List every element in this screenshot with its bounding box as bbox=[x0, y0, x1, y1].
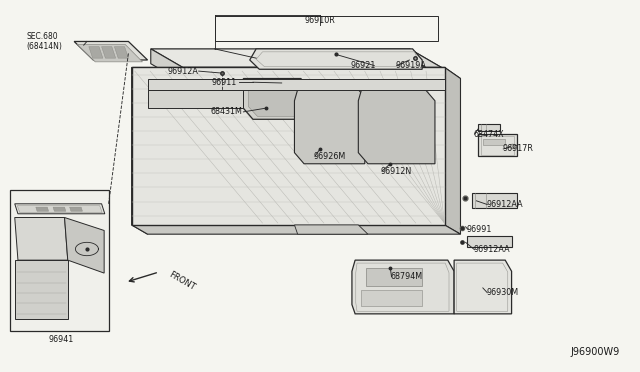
Polygon shape bbox=[17, 206, 102, 213]
Text: 96941: 96941 bbox=[49, 335, 74, 344]
Polygon shape bbox=[132, 225, 461, 234]
Polygon shape bbox=[115, 46, 129, 58]
Text: 96910R: 96910R bbox=[305, 16, 335, 25]
Polygon shape bbox=[445, 67, 461, 234]
Polygon shape bbox=[467, 236, 511, 247]
Polygon shape bbox=[15, 218, 68, 260]
Text: 96911: 96911 bbox=[212, 78, 237, 87]
Text: 96917R: 96917R bbox=[502, 144, 533, 153]
Text: 96912AA: 96912AA bbox=[473, 245, 510, 254]
Polygon shape bbox=[352, 260, 454, 314]
Polygon shape bbox=[74, 41, 148, 60]
Polygon shape bbox=[454, 260, 511, 314]
Polygon shape bbox=[132, 67, 461, 78]
Polygon shape bbox=[366, 268, 422, 286]
Polygon shape bbox=[132, 67, 445, 225]
Polygon shape bbox=[483, 139, 505, 145]
Text: 68794M: 68794M bbox=[390, 272, 422, 281]
Polygon shape bbox=[36, 207, 49, 211]
Text: 96912N: 96912N bbox=[381, 167, 412, 176]
Text: 96919A: 96919A bbox=[396, 61, 426, 70]
Text: SEC.680
(68414N): SEC.680 (68414N) bbox=[26, 32, 62, 51]
Polygon shape bbox=[151, 49, 182, 82]
Text: J96900W9: J96900W9 bbox=[571, 347, 620, 357]
Polygon shape bbox=[89, 46, 103, 58]
Polygon shape bbox=[102, 46, 116, 58]
Polygon shape bbox=[148, 78, 445, 90]
Text: 68474X: 68474X bbox=[473, 129, 504, 139]
Polygon shape bbox=[77, 44, 143, 62]
FancyBboxPatch shape bbox=[10, 190, 109, 331]
Polygon shape bbox=[478, 134, 516, 156]
Polygon shape bbox=[248, 81, 305, 116]
Polygon shape bbox=[250, 49, 422, 69]
Polygon shape bbox=[472, 193, 516, 208]
Polygon shape bbox=[15, 260, 68, 320]
Polygon shape bbox=[294, 90, 368, 164]
Polygon shape bbox=[151, 49, 442, 67]
Text: 96912A: 96912A bbox=[168, 67, 198, 76]
Polygon shape bbox=[148, 90, 243, 108]
Text: 68431M: 68431M bbox=[210, 108, 242, 116]
Text: 96991: 96991 bbox=[467, 225, 492, 234]
Text: 96921: 96921 bbox=[350, 61, 376, 70]
Polygon shape bbox=[294, 225, 368, 234]
Polygon shape bbox=[361, 290, 422, 307]
Polygon shape bbox=[53, 207, 66, 211]
Polygon shape bbox=[65, 218, 104, 273]
Text: 96930M: 96930M bbox=[486, 288, 518, 297]
Text: 96926M: 96926M bbox=[314, 152, 346, 161]
Text: 96912AA: 96912AA bbox=[486, 200, 523, 209]
Polygon shape bbox=[132, 67, 148, 234]
Polygon shape bbox=[358, 90, 435, 164]
Polygon shape bbox=[478, 124, 500, 131]
Polygon shape bbox=[182, 67, 445, 90]
Polygon shape bbox=[70, 207, 83, 211]
Polygon shape bbox=[410, 49, 445, 78]
Polygon shape bbox=[243, 78, 310, 119]
Polygon shape bbox=[15, 204, 105, 214]
Text: FRONT: FRONT bbox=[167, 270, 196, 292]
